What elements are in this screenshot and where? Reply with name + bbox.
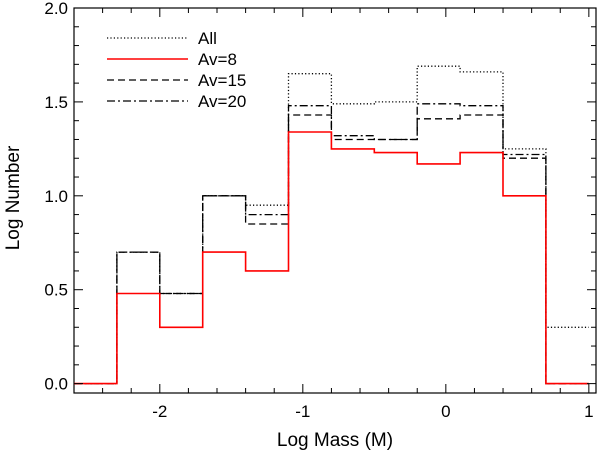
plot-area xyxy=(73,7,597,394)
x-tick-label: -2 xyxy=(152,402,167,421)
y-tick-label: 1.5 xyxy=(44,93,68,112)
legend-label-av-20: Av=20 xyxy=(198,92,246,111)
x-tick-label: 0 xyxy=(441,402,450,421)
y-tick-label: 2.0 xyxy=(44,0,68,18)
legend-label-all: All xyxy=(198,29,217,48)
x-tick-label: 1 xyxy=(584,402,593,421)
axes-group: -2 -1 0 1 0.0 0.5 1.0 1.5 2.0 xyxy=(44,0,596,421)
x-tick-label: -1 xyxy=(295,402,310,421)
y-axis-label: Log Number xyxy=(3,145,24,250)
legend-label-av-15: Av=15 xyxy=(198,71,246,90)
y-tick-label: 0.0 xyxy=(44,375,68,394)
series-line-av-8 xyxy=(74,131,589,385)
legend: All Av=8 Av=15 Av=20 xyxy=(107,29,246,111)
series-group xyxy=(74,65,589,385)
y-tick-label: 0.5 xyxy=(44,281,68,300)
y-tick-label: 1.0 xyxy=(44,187,68,206)
series-line-av-20 xyxy=(74,103,589,385)
series-line-av-15 xyxy=(74,114,589,385)
plot-frame xyxy=(73,7,597,394)
x-axis-label: Log Mass (M) xyxy=(277,430,393,451)
legend-label-av-8: Av=8 xyxy=(198,50,237,69)
